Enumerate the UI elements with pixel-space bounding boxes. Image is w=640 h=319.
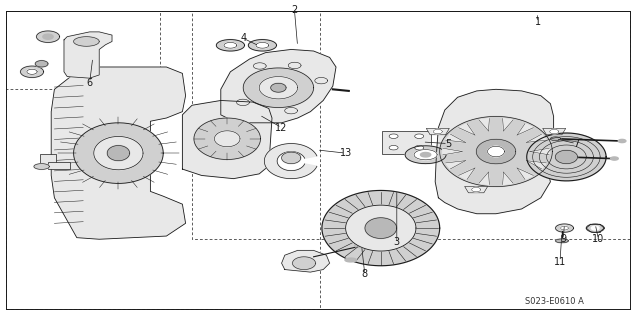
Polygon shape <box>282 250 330 272</box>
Polygon shape <box>108 145 130 161</box>
Polygon shape <box>34 164 49 169</box>
Polygon shape <box>292 257 316 270</box>
Text: 2: 2 <box>291 4 298 15</box>
Polygon shape <box>346 205 416 251</box>
Polygon shape <box>253 63 266 69</box>
Circle shape <box>389 134 398 138</box>
Circle shape <box>415 145 424 150</box>
Polygon shape <box>556 224 573 232</box>
Polygon shape <box>479 118 490 131</box>
Polygon shape <box>322 190 440 266</box>
Bar <box>382 131 431 154</box>
Polygon shape <box>502 118 513 131</box>
Polygon shape <box>502 172 513 185</box>
Polygon shape <box>194 118 260 160</box>
Polygon shape <box>36 31 60 42</box>
Text: 1: 1 <box>534 17 541 27</box>
Circle shape <box>415 134 424 138</box>
Text: S023-E0610 A: S023-E0610 A <box>525 297 584 306</box>
Polygon shape <box>271 83 286 92</box>
Polygon shape <box>550 137 561 141</box>
Polygon shape <box>237 99 250 106</box>
Polygon shape <box>527 133 606 181</box>
Polygon shape <box>224 42 237 48</box>
Text: 10: 10 <box>592 234 605 244</box>
Text: 8: 8 <box>362 269 368 279</box>
Text: 5: 5 <box>445 138 451 149</box>
Polygon shape <box>94 137 143 170</box>
Polygon shape <box>74 37 99 46</box>
Polygon shape <box>426 128 449 135</box>
Polygon shape <box>216 40 244 51</box>
Polygon shape <box>27 69 37 74</box>
Polygon shape <box>517 123 533 135</box>
Polygon shape <box>556 239 568 243</box>
Polygon shape <box>527 134 547 142</box>
Text: 6: 6 <box>86 78 93 88</box>
Polygon shape <box>445 134 465 142</box>
Polygon shape <box>35 61 48 67</box>
Polygon shape <box>591 226 599 230</box>
Polygon shape <box>530 148 549 155</box>
Polygon shape <box>556 150 577 164</box>
Bar <box>48 162 70 169</box>
Polygon shape <box>550 130 559 134</box>
Polygon shape <box>365 218 397 238</box>
Polygon shape <box>459 168 475 180</box>
Text: 11: 11 <box>554 256 566 267</box>
Polygon shape <box>479 172 490 185</box>
Polygon shape <box>264 144 317 179</box>
Polygon shape <box>476 139 516 164</box>
Text: 7: 7 <box>573 138 579 149</box>
Polygon shape <box>586 224 604 232</box>
Polygon shape <box>445 161 465 169</box>
Polygon shape <box>420 152 431 157</box>
Polygon shape <box>248 40 276 51</box>
Polygon shape <box>221 49 336 123</box>
Bar <box>40 154 56 165</box>
Polygon shape <box>51 67 186 239</box>
Polygon shape <box>405 146 446 164</box>
Polygon shape <box>440 116 552 187</box>
Polygon shape <box>315 78 328 84</box>
Polygon shape <box>618 139 626 143</box>
Circle shape <box>389 145 398 150</box>
Polygon shape <box>517 168 533 180</box>
Text: 13: 13 <box>339 148 352 158</box>
Polygon shape <box>465 186 488 193</box>
Text: 12: 12 <box>275 122 288 133</box>
Polygon shape <box>256 42 269 48</box>
Polygon shape <box>435 89 554 214</box>
Polygon shape <box>182 100 272 179</box>
Polygon shape <box>611 157 618 160</box>
Polygon shape <box>285 108 298 114</box>
Polygon shape <box>64 32 112 78</box>
Polygon shape <box>288 62 301 69</box>
Text: 4: 4 <box>240 33 246 43</box>
Polygon shape <box>259 77 298 99</box>
Polygon shape <box>282 152 301 164</box>
Polygon shape <box>43 34 53 39</box>
Polygon shape <box>433 130 442 134</box>
Polygon shape <box>414 150 437 160</box>
Text: 3: 3 <box>394 237 400 248</box>
Polygon shape <box>74 123 163 183</box>
Polygon shape <box>488 146 504 157</box>
Polygon shape <box>459 123 475 135</box>
Polygon shape <box>20 66 44 78</box>
Polygon shape <box>561 226 568 230</box>
Polygon shape <box>345 258 356 262</box>
Polygon shape <box>527 161 547 169</box>
Polygon shape <box>355 244 365 248</box>
Text: 9: 9 <box>560 234 566 244</box>
Polygon shape <box>214 131 240 147</box>
Polygon shape <box>472 187 481 192</box>
Polygon shape <box>443 148 462 155</box>
Polygon shape <box>543 128 566 135</box>
Polygon shape <box>243 68 314 108</box>
